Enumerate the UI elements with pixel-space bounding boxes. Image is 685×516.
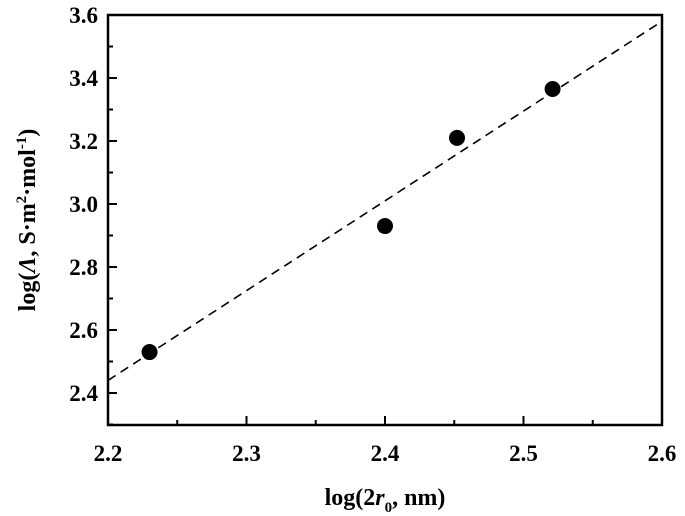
plot-frame <box>106 13 664 427</box>
x-tick-label: 2.5 <box>509 441 538 466</box>
x-axis-title: log(2r0, nm) <box>325 485 446 516</box>
x-tick-label: 2.2 <box>94 441 123 466</box>
y-tick-label: 3.0 <box>69 192 98 217</box>
y-tick-label: 3.6 <box>69 3 98 28</box>
data-point <box>141 344 158 361</box>
y-tick-labels: 2.4 2.6 2.8 3.0 3.2 3.4 3.6 <box>69 3 98 406</box>
x-tick-label: 2.3 <box>232 441 261 466</box>
y-tick-label: 3.4 <box>69 66 98 91</box>
y-tick-label: 2.8 <box>69 255 98 280</box>
y-tick-label: 2.4 <box>69 381 98 406</box>
data-point <box>449 129 466 146</box>
data-point <box>544 81 561 98</box>
x-tick-label: 2.6 <box>648 441 677 466</box>
fit-line <box>107 20 663 382</box>
x-tick-labels: 2.2 2.3 2.4 2.5 2.6 <box>94 441 677 466</box>
y-axis-title: log(Λ, S·m2·mol-1) <box>14 129 41 312</box>
data-points <box>141 81 561 361</box>
y-tick-label: 3.2 <box>69 129 98 154</box>
x-tick-label: 2.4 <box>371 441 400 466</box>
data-point <box>377 218 393 235</box>
y-tick-label: 2.6 <box>69 318 98 343</box>
